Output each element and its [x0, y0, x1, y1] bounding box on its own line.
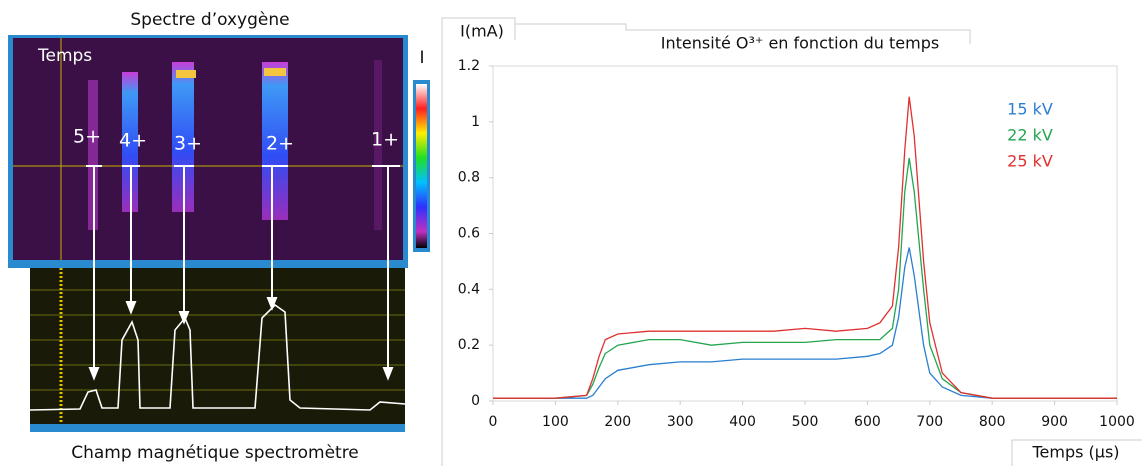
chart-frame [441, 17, 1142, 466]
field-panel [30, 268, 405, 432]
panel-caption: Champ magnétique spectromètre [71, 443, 359, 463]
time-label: Temps [37, 46, 92, 66]
x-axis-label: Temps (µs) [1031, 443, 1119, 462]
x-tick-label: 500 [792, 414, 819, 430]
ion-arrows [86, 165, 400, 381]
x-tick-label: 800 [979, 414, 1006, 430]
ion-label: 2+ [266, 133, 294, 155]
y-tick-label: 0.6 [458, 226, 480, 242]
chart-title: Intensité O³⁺ en fonction du temps [661, 34, 939, 53]
colorbar [416, 84, 427, 248]
y-tick-label: 0.8 [458, 170, 480, 186]
y-axis-label: I(mA) [460, 22, 504, 41]
x-tick-label: 400 [729, 414, 756, 430]
field-grid [30, 289, 405, 391]
x-tick-label: 600 [854, 414, 881, 430]
y-tick-label: 0 [471, 393, 480, 409]
spectrum-axis [13, 260, 403, 268]
ion-label: 3+ [174, 133, 202, 155]
field-axis [30, 424, 405, 432]
y-tick-label: 0.2 [458, 337, 480, 353]
ion-label: 5+ [73, 126, 101, 148]
field-trace [29, 303, 406, 411]
x-tick-label: 200 [604, 414, 631, 430]
x-tick-label: 700 [916, 414, 943, 430]
y-tick-label: 1.2 [458, 58, 480, 74]
series-line [493, 96, 1117, 399]
intensity-label: I [419, 48, 424, 68]
panel-title: Spectre d’oxygène [130, 10, 289, 30]
series-line [493, 158, 1117, 399]
x-tick-label: 1000 [1099, 414, 1135, 430]
spectrum [13, 38, 403, 260]
legend-entry: 15 kV [1007, 100, 1053, 119]
y-tick-label: 0.4 [458, 281, 480, 297]
ion-labels: 5+ 4+ 3+ 2+ 1+ [73, 126, 399, 155]
x-tick-label: 100 [542, 414, 569, 430]
spectrum-streaks [88, 60, 382, 230]
ion-label: 4+ [119, 130, 147, 152]
ion-label: 1+ [371, 129, 399, 151]
y-tick-label: 1 [471, 114, 480, 130]
series-line [493, 247, 1117, 399]
x-tick-label: 0 [489, 414, 498, 430]
legend-entry: 25 kV [1007, 152, 1053, 171]
legend-entry: 22 kV [1007, 126, 1053, 145]
x-tick-label: 300 [667, 414, 694, 430]
x-tick-label: 900 [1041, 414, 1068, 430]
